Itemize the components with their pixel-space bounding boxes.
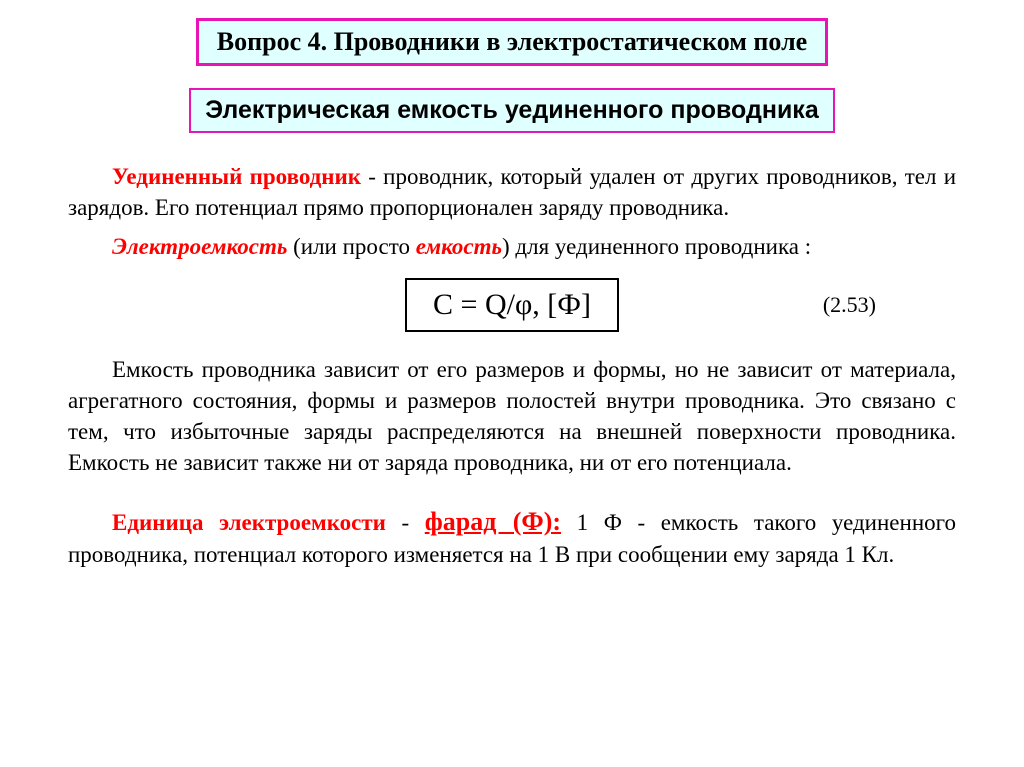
spacer	[68, 486, 956, 504]
title-box: Вопрос 4. Проводники в электростатическо…	[196, 18, 828, 66]
term-isolated-conductor: Уединенный проводник	[112, 164, 361, 189]
p2-mid: (или просто	[287, 234, 415, 259]
paragraph-2: Электроемкость (или просто емкость) для …	[68, 231, 956, 262]
subtitle: Электрическая емкость уединенного провод…	[205, 96, 818, 124]
paragraph-1: Уединенный проводник - проводник, которы…	[68, 161, 956, 223]
equation-number: (2.53)	[823, 292, 876, 318]
subtitle-box: Электрическая емкость уединенного провод…	[189, 88, 834, 133]
term-capacitance: Электроемкость	[112, 234, 287, 259]
formula-row: C = Q/φ, [Ф] (2.53)	[68, 278, 956, 332]
term-farad: фарад (Ф):	[425, 507, 561, 536]
term-capacity: емкость	[416, 234, 502, 259]
term-unit: Единица электроемкости	[112, 510, 386, 535]
p4-dash: -	[386, 510, 425, 535]
page-title: Вопрос 4. Проводники в электростатическо…	[217, 27, 807, 56]
paragraph-4: Единица электроемкости - фарад (Ф): 1 Ф …	[68, 504, 956, 570]
paragraph-3: Емкость проводника зависит от его размер…	[68, 354, 956, 478]
formula-box: C = Q/φ, [Ф]	[405, 278, 619, 332]
p2-rest: ) для уединенного проводника :	[502, 234, 811, 259]
formula-text: C = Q/φ, [Ф]	[433, 288, 591, 321]
